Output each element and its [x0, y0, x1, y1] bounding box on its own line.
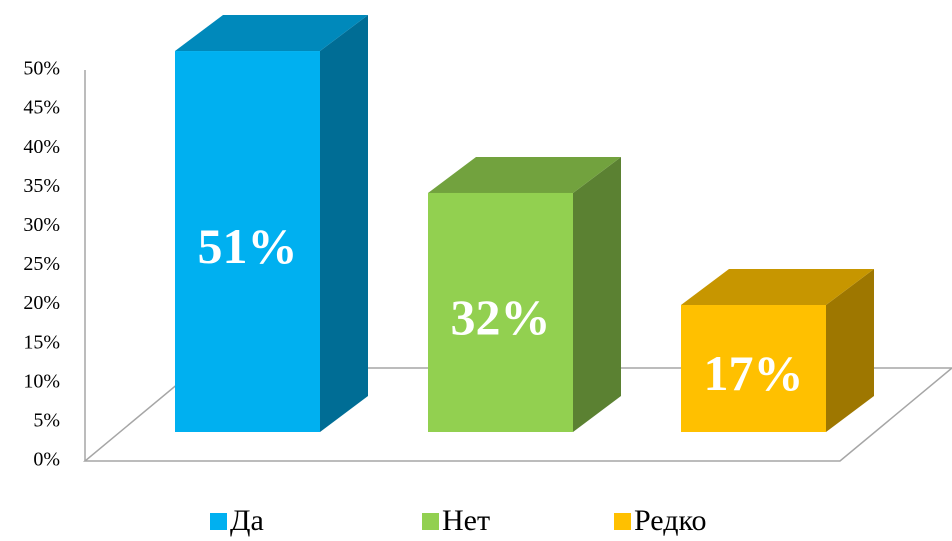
y-tick-label: 45% [23, 97, 60, 119]
y-tick-label: 40% [23, 136, 60, 158]
value-label: 32% [451, 289, 551, 345]
legend-swatch [614, 513, 631, 530]
floor [82, 367, 952, 462]
legend-swatch [422, 513, 439, 530]
legend-label: Нет [442, 504, 490, 537]
y-tick-label: 10% [23, 370, 60, 392]
bar-top [681, 269, 874, 306]
bar-top [175, 15, 368, 52]
bar-side [320, 15, 368, 433]
bar-top [428, 156, 621, 193]
value-label: 17% [704, 345, 804, 401]
y-tick-label: 50% [23, 58, 60, 80]
y-tick-label: 25% [23, 253, 60, 275]
y-tick-label: 15% [23, 331, 60, 353]
bar-side [573, 156, 621, 432]
y-tick-label: 30% [23, 214, 60, 236]
y-tick-label: 35% [23, 175, 60, 197]
y-tick-label: 5% [33, 409, 60, 431]
bar [175, 51, 320, 432]
bar [428, 192, 573, 432]
legend-label: Редко [634, 504, 707, 537]
legend-swatch [210, 513, 227, 530]
bar-side [826, 269, 874, 432]
bar [681, 305, 826, 432]
y-tick-label: 20% [23, 292, 60, 314]
value-label: 51% [198, 218, 298, 274]
legend-label: Да [230, 504, 264, 537]
y-tick-label: 0% [33, 449, 60, 471]
